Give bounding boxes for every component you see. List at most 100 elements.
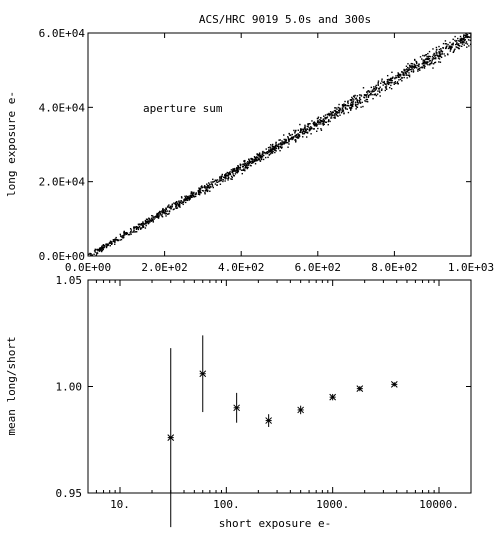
data-point bbox=[408, 72, 410, 74]
data-point bbox=[394, 77, 396, 80]
data-point bbox=[428, 60, 431, 62]
data-point bbox=[369, 93, 372, 95]
data-point bbox=[306, 136, 308, 138]
data-point bbox=[380, 82, 382, 84]
data-point bbox=[247, 164, 249, 166]
data-point bbox=[122, 237, 124, 239]
data-point bbox=[323, 118, 325, 120]
data-point bbox=[287, 136, 289, 138]
data-point bbox=[363, 94, 366, 96]
data-point bbox=[192, 195, 195, 198]
data-point bbox=[133, 226, 135, 228]
data-point bbox=[125, 231, 128, 234]
data-point bbox=[161, 210, 163, 212]
data-point bbox=[313, 128, 315, 130]
data-point bbox=[440, 50, 442, 52]
data-point bbox=[444, 40, 447, 42]
data-point bbox=[302, 132, 304, 135]
data-point bbox=[449, 50, 452, 52]
data-point bbox=[343, 104, 345, 106]
data-point bbox=[152, 221, 155, 223]
data-point bbox=[433, 52, 435, 55]
bottom-x-tick-label: 100. bbox=[213, 498, 240, 511]
data-point bbox=[211, 185, 214, 187]
data-point bbox=[404, 71, 407, 74]
data-point bbox=[165, 210, 167, 213]
data-point bbox=[355, 108, 357, 110]
data-point bbox=[414, 66, 417, 69]
data-point bbox=[237, 168, 239, 170]
data-point bbox=[464, 34, 467, 37]
data-point bbox=[407, 69, 410, 71]
data-point bbox=[320, 128, 322, 130]
data-point bbox=[320, 121, 322, 123]
data-point bbox=[293, 136, 295, 138]
data-point bbox=[449, 41, 451, 44]
data-point bbox=[464, 39, 466, 41]
data-point bbox=[133, 230, 135, 233]
data-point bbox=[246, 162, 248, 164]
data-point bbox=[429, 55, 431, 58]
data-point bbox=[341, 104, 344, 106]
data-point bbox=[261, 154, 264, 156]
data-point bbox=[309, 128, 312, 130]
data-point bbox=[417, 64, 419, 67]
data-point bbox=[272, 145, 275, 148]
data-point bbox=[211, 183, 213, 185]
data-point bbox=[266, 151, 268, 153]
top-scatter-panel: 0.0E+00 2.0E+02 4.0E+02 6.0E+02 8.0E+02 1.0E+… bbox=[5, 27, 494, 274]
data-point bbox=[149, 220, 151, 222]
data-point bbox=[338, 103, 340, 106]
data-point bbox=[178, 205, 181, 208]
data-point bbox=[390, 82, 392, 84]
bottom-axis-ticks: 10. 100. 1000. 10000. 0.95 1.00 1.05 bbox=[56, 274, 472, 511]
data-point bbox=[465, 41, 468, 43]
data-point bbox=[320, 117, 322, 119]
data-point bbox=[338, 112, 340, 114]
data-point bbox=[178, 203, 180, 206]
data-point bbox=[381, 80, 383, 82]
data-point bbox=[316, 130, 318, 132]
data-point bbox=[374, 89, 377, 91]
data-point bbox=[342, 104, 344, 107]
data-point bbox=[155, 215, 158, 217]
data-point bbox=[192, 194, 194, 196]
data-point bbox=[173, 208, 175, 210]
data-point bbox=[300, 128, 302, 130]
data-point bbox=[400, 73, 402, 76]
data-point bbox=[375, 88, 377, 90]
data-point bbox=[102, 244, 105, 246]
data-point bbox=[354, 105, 357, 107]
data-point bbox=[262, 158, 265, 161]
data-point bbox=[432, 58, 434, 60]
data-point bbox=[411, 63, 414, 65]
data-point bbox=[324, 116, 326, 119]
data-point bbox=[239, 167, 241, 169]
data-point bbox=[301, 132, 304, 134]
data-point bbox=[421, 66, 423, 68]
data-point bbox=[387, 82, 390, 84]
data-point bbox=[234, 173, 237, 175]
data-point bbox=[152, 215, 154, 217]
data-point bbox=[279, 139, 281, 141]
data-point bbox=[351, 105, 354, 108]
data-point bbox=[439, 55, 441, 58]
data-point bbox=[461, 45, 463, 48]
data-point bbox=[438, 52, 440, 54]
data-point bbox=[461, 43, 464, 45]
data-point bbox=[228, 173, 231, 175]
marker-stroke bbox=[297, 406, 305, 414]
data-point bbox=[434, 61, 437, 64]
data-point bbox=[418, 67, 421, 70]
data-point bbox=[177, 205, 179, 207]
data-point bbox=[403, 68, 405, 71]
data-point bbox=[149, 219, 152, 222]
data-point bbox=[145, 222, 147, 225]
data-point bbox=[156, 215, 158, 218]
data-point bbox=[424, 62, 426, 64]
data-point bbox=[397, 72, 399, 74]
data-point bbox=[106, 243, 108, 245]
data-point bbox=[93, 250, 96, 252]
data-point bbox=[440, 56, 443, 59]
data-point bbox=[426, 58, 429, 61]
